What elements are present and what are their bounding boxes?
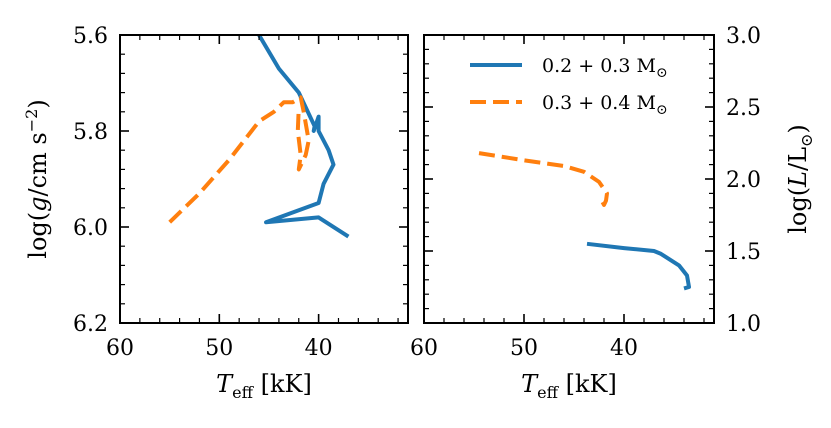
left-series-line-0 (256, 35, 350, 239)
right-y-tick-label-1: 1.5 (726, 240, 761, 265)
right-series-line-1 (478, 151, 609, 207)
right-y-tick-label-4: 3.0 (726, 24, 761, 49)
left-panel: 60 50 40 5.6 5.8 6.0 6.2 log(g/cm s−2) Teff [k… (22, 24, 409, 402)
left-x-axis-label: Teff [kK] (216, 370, 312, 402)
legend-entry-0: 0.2 + 0.3 M⊙ (542, 55, 668, 81)
right-y-axis-label: log(L/L⊙) (784, 124, 816, 234)
right-series-line-0 (586, 241, 691, 291)
left-x-tick-label-0: 60 (106, 336, 134, 361)
right-x-axis-label: Teff [kK] (521, 370, 617, 402)
left-plot-frame (119, 34, 409, 324)
right-x-tick-label-2: 40 (610, 336, 638, 361)
left-y-tick-label-0: 5.6 (73, 24, 108, 49)
left-x-tick-label-1: 50 (205, 336, 233, 361)
left-series-group (168, 35, 350, 239)
legend-entry-1: 0.3 + 0.4 M⊙ (542, 92, 668, 118)
left-y-tick-label-1: 5.8 (73, 120, 108, 145)
legend: 0.2 + 0.3 M⊙ 0.3 + 0.4 M⊙ (470, 55, 668, 118)
right-y-tick-label-2: 2.0 (726, 168, 761, 193)
right-y-tick-label-0: 1.0 (726, 312, 761, 337)
left-series-line-1 (168, 95, 311, 224)
right-y-tick-label-3: 2.5 (726, 96, 761, 121)
left-ticks-group: 60 50 40 5.6 5.8 6.0 6.2 (73, 24, 408, 361)
left-y-tick-label-3: 6.2 (73, 312, 108, 337)
left-y-axis-label: log(g/cm s−2) (22, 99, 52, 258)
right-x-tick-label-0: 60 (410, 336, 438, 361)
left-x-tick-label-2: 40 (305, 336, 333, 361)
right-series-group (478, 151, 691, 291)
right-panel: 60 50 40 1.0 1.5 2.0 2.5 3.0 log(L/L⊙) Teff [kK… (410, 24, 816, 402)
right-x-tick-label-1: 50 (510, 336, 538, 361)
right-plot-frame (423, 34, 715, 324)
left-y-tick-label-2: 6.0 (73, 216, 108, 241)
